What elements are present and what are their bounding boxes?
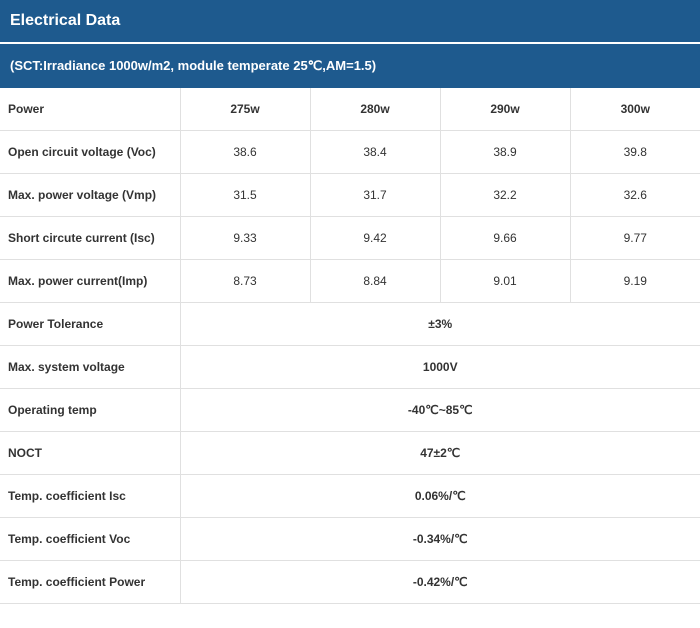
row-label: Operating temp <box>0 389 180 432</box>
cell-span: 0.06%/℃ <box>180 475 700 518</box>
cell: 38.4 <box>310 131 440 174</box>
cell: 8.84 <box>310 260 440 303</box>
cell: 38.9 <box>440 131 570 174</box>
cell-span: 47±2℃ <box>180 432 700 475</box>
panel-subtitle: (SCT:Irradiance 1000w/m2, module tempera… <box>0 42 700 88</box>
table-row: Operating temp -40℃~85℃ <box>0 389 700 432</box>
cell: 9.33 <box>180 217 310 260</box>
row-label: Open circuit voltage (Voc) <box>0 131 180 174</box>
cell-span: ±3% <box>180 303 700 346</box>
table-row: NOCT 47±2℃ <box>0 432 700 475</box>
col-header: 290w <box>440 88 570 131</box>
row-label: NOCT <box>0 432 180 475</box>
cell-span: -0.42%/℃ <box>180 561 700 604</box>
cell: 32.2 <box>440 174 570 217</box>
electrical-data-panel: Electrical Data (SCT:Irradiance 1000w/m2… <box>0 0 700 604</box>
cell: 8.73 <box>180 260 310 303</box>
table-row: Power 275w 280w 290w 300w <box>0 88 700 131</box>
cell: 39.8 <box>570 131 700 174</box>
table-row: Temp. coefficient Voc -0.34%/℃ <box>0 518 700 561</box>
row-label: Max. system voltage <box>0 346 180 389</box>
row-label: Max. power voltage (Vmp) <box>0 174 180 217</box>
row-label: Power <box>0 88 180 131</box>
row-label: Temp. coefficient Power <box>0 561 180 604</box>
cell: 31.5 <box>180 174 310 217</box>
cell-span: -40℃~85℃ <box>180 389 700 432</box>
cell: 32.6 <box>570 174 700 217</box>
row-label: Temp. coefficient Voc <box>0 518 180 561</box>
table-row: Temp. coefficient Isc 0.06%/℃ <box>0 475 700 518</box>
table-row: Short circute current (Isc) 9.33 9.42 9.… <box>0 217 700 260</box>
col-header: 275w <box>180 88 310 131</box>
cell-span: 1000V <box>180 346 700 389</box>
table-row: Power Tolerance ±3% <box>0 303 700 346</box>
cell: 31.7 <box>310 174 440 217</box>
electrical-data-table: Power 275w 280w 290w 300w Open circuit v… <box>0 88 700 604</box>
cell: 9.66 <box>440 217 570 260</box>
cell: 38.6 <box>180 131 310 174</box>
table-row: Temp. coefficient Power -0.42%/℃ <box>0 561 700 604</box>
table-row: Max. power current(Imp) 8.73 8.84 9.01 9… <box>0 260 700 303</box>
row-label: Power Tolerance <box>0 303 180 346</box>
row-label: Short circute current (Isc) <box>0 217 180 260</box>
table-row: Open circuit voltage (Voc) 38.6 38.4 38.… <box>0 131 700 174</box>
panel-title: Electrical Data <box>0 0 700 42</box>
col-header: 300w <box>570 88 700 131</box>
cell: 9.19 <box>570 260 700 303</box>
cell: 9.77 <box>570 217 700 260</box>
table-row: Max. power voltage (Vmp) 31.5 31.7 32.2 … <box>0 174 700 217</box>
cell: 9.01 <box>440 260 570 303</box>
cell: 9.42 <box>310 217 440 260</box>
table-row: Max. system voltage 1000V <box>0 346 700 389</box>
row-label: Temp. coefficient Isc <box>0 475 180 518</box>
row-label: Max. power current(Imp) <box>0 260 180 303</box>
cell-span: -0.34%/℃ <box>180 518 700 561</box>
col-header: 280w <box>310 88 440 131</box>
